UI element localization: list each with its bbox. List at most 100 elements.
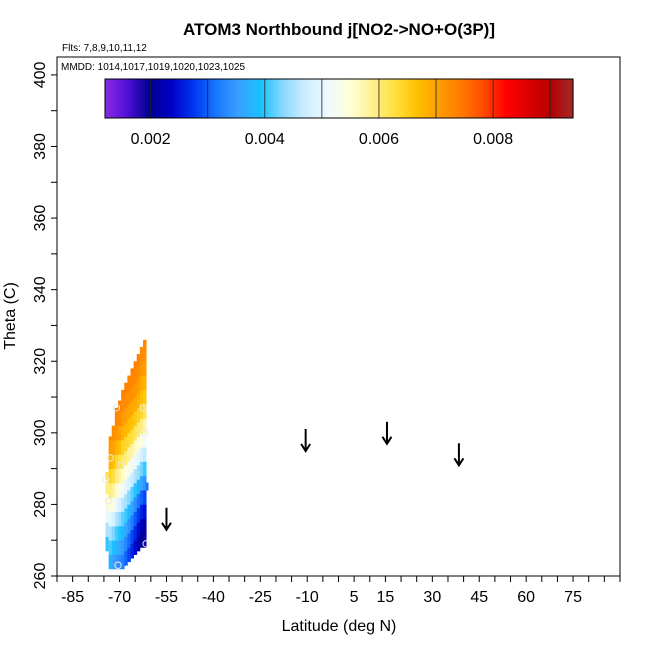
heatmap-cell [105,507,110,523]
heatmap-cell [111,454,116,470]
colorbar-swatch [504,79,508,118]
colorbar-swatch [144,79,149,118]
heatmap-cell [136,354,141,366]
heatmap-cell [121,511,125,527]
sample-marker [117,461,125,469]
heatmap-cell [143,404,147,419]
colorbar-swatch [281,79,286,118]
heatmap-cell [133,511,138,527]
colorbar-swatch [433,79,437,118]
colorbar-swatch [481,79,486,118]
heatmap-cell [117,482,122,498]
heatmap-cell [111,554,116,570]
colorbar-swatch [404,79,409,118]
colorbar-swatch [367,79,371,118]
colorbar-tick-label: 0.002 [131,131,171,148]
colorbar-swatch [190,79,195,118]
chart-title: ATOM3 Northbound j[NO2->NO+O(3P)] [183,20,495,39]
sample-markers [101,404,150,569]
colorbar-swatch [216,79,220,118]
heatmap-cell [136,493,141,509]
x-axis: -85 -70 -55 -40 -25 -10 5 15 30 45 60 75 [56,576,621,606]
colorbar-swatch [347,79,352,118]
colorbar-swatch [187,79,192,118]
colorbar-swatch [164,79,169,118]
heatmap-cell [139,504,144,520]
heatmap-cell [117,525,122,541]
colorbar-swatch [475,79,480,118]
x-tick-label: -25 [249,589,272,606]
x-tick-label: -10 [296,589,319,606]
colorbar-swatch [299,79,303,118]
colorbar-swatch [276,79,280,118]
colorbar-swatch [438,79,443,118]
heatmap-cell [117,468,122,484]
heatmap-cell [136,450,141,466]
heatmap-cell [121,397,125,412]
heatmap-cell [130,529,135,545]
heatmap-cell [121,554,125,570]
dates-note: MMDD: 1014,1017,1019,1020,1023,1025 [61,62,245,73]
heatmap-cell [133,439,138,455]
heatmap-cell [133,540,138,555]
colorbar-swatch [184,79,189,118]
x-tick-label: -55 [155,589,178,606]
heatmap-cell [108,439,113,455]
colorbar-swatch [527,79,531,118]
heatmap-cell [133,482,138,498]
colorbar-swatch [310,79,314,118]
heatmap-cell [111,439,116,455]
heatmap-cell [108,511,113,527]
colorbar-swatch [250,79,254,118]
colorbar-swatch [484,79,488,118]
colorbar-swatch [136,79,140,118]
heatmap-cell [133,425,138,441]
colorbar-swatch [453,79,457,118]
colorbar-swatch [319,79,323,118]
colorbar-tick-label: 0.008 [473,131,513,148]
colorbar-swatch [270,79,274,118]
colorbar-swatch [173,79,177,118]
colorbar-swatch [113,79,118,118]
heatmap-cell [114,540,119,555]
heatmap-cell [127,475,131,491]
flights-note: Flts: 7,8,9,10,11,12 [62,43,147,54]
sample-marker [114,561,122,569]
colorbar-swatch [447,79,451,118]
heatmap-cell [130,368,135,373]
heatmap-cell [114,482,119,498]
colorbar-swatch [350,79,354,118]
sample-marker [101,475,110,484]
heatmap-cell [133,397,138,412]
colorbar-swatch [267,79,272,118]
colorbar-swatch [401,79,406,118]
heatmap-cell [111,497,116,512]
colorbar-swatch [567,79,571,118]
colorbar-swatch [544,79,548,118]
colorbar-swatch [498,79,503,118]
heatmap-cell [139,447,144,462]
colorbar-swatch [533,79,537,118]
colorbar-swatch [153,79,157,118]
blue-tick-mark [145,482,149,491]
colorbar-swatch [253,79,257,118]
heatmap-cell [121,411,125,427]
colorbar-swatch [162,79,166,118]
heatmap-cell [143,432,147,448]
y-axis-title: Theta (C) [2,282,19,350]
colorbar-swatch [259,79,263,118]
colorbar-swatch [393,79,397,118]
heatmap-cell [143,475,147,491]
heatmap-cell [105,472,110,480]
colorbar-swatch [521,79,526,118]
colorbar-swatch [356,79,360,118]
x-tick-label: 45 [470,589,488,606]
colorbar-swatch [333,79,337,118]
colorbar-swatch [515,79,520,118]
colorbar-swatch [307,79,312,118]
heatmap-cell [133,411,138,427]
heatmap-cells [105,339,147,570]
colorbar-swatch [456,79,460,118]
colorbar-swatch [490,79,494,118]
colorbar-swatch [122,79,126,118]
